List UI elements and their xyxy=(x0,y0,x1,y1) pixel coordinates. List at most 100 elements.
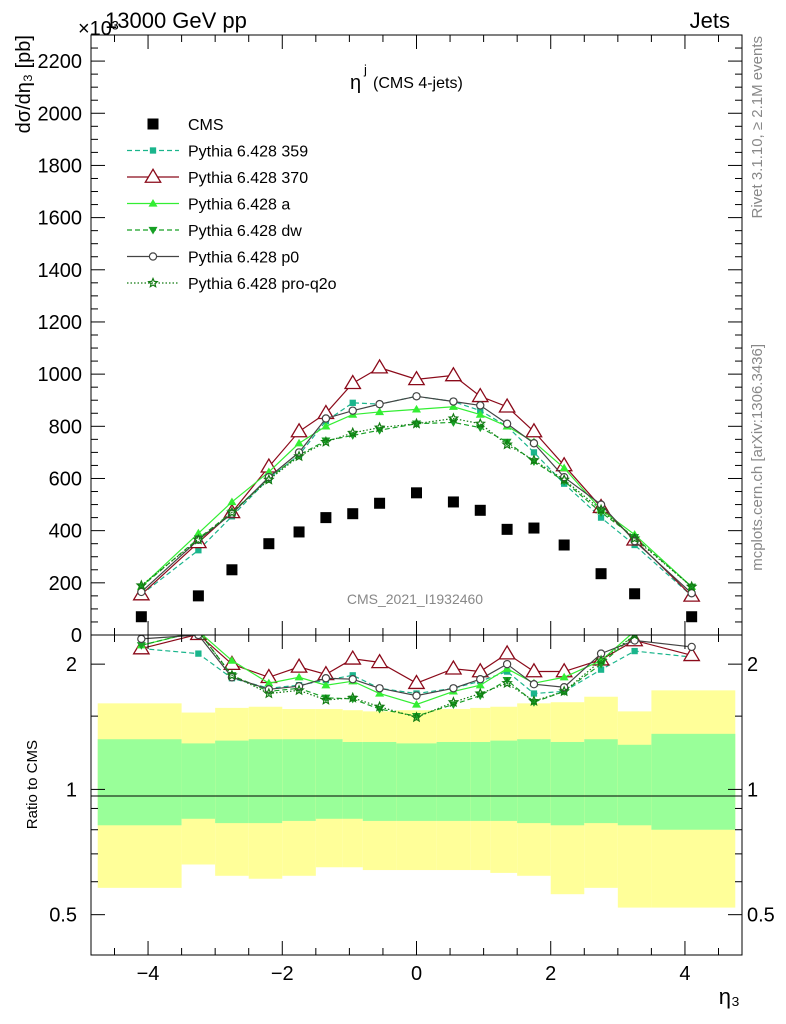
point-pythia-6-428-a xyxy=(375,407,385,416)
legend-label: Pythia 6.428 a xyxy=(188,197,290,214)
legend-marker xyxy=(147,118,159,130)
x-tick-label: 0 xyxy=(411,963,422,985)
ratio-inner-band-bin xyxy=(490,740,518,821)
legend-marker xyxy=(147,276,159,288)
ratio-y-tick-label-right: 2 xyxy=(747,654,758,676)
ratio-point-pythia-6-428-370 xyxy=(525,662,543,678)
y-tick-label: 400 xyxy=(49,521,82,543)
ratio-inner-band-bin xyxy=(436,741,471,821)
point-pythia-6-428-a xyxy=(193,528,203,537)
point-pythia-6-428-370 xyxy=(498,397,516,413)
y-tick-label: 600 xyxy=(49,468,82,490)
ratio-point-pythia-6-428-dw xyxy=(502,677,512,685)
point-pythia-6-428-pro-q2o xyxy=(558,473,570,485)
ratio-y-axis-label: Ratio to CMS xyxy=(24,740,41,829)
ratio-point-pythia-6-428-a xyxy=(630,627,639,635)
ratio-point-pythia-6-428-p0 xyxy=(412,691,421,700)
legend-entry-pythia-6-428-370: Pythia 6.428 370 xyxy=(127,168,308,187)
title-superscript: j xyxy=(363,62,367,77)
x-tick-label: 4 xyxy=(679,963,690,985)
ratio-point-pythia-6-428-a xyxy=(321,680,331,689)
series-line-pythia-6-428-359 xyxy=(140,395,693,597)
ratio-point-pythia-6-428-pro-q2o xyxy=(447,696,460,708)
ratio-inner-band-bin xyxy=(470,741,491,821)
ratio-point-pythia-6-428-pro-q2o xyxy=(410,711,423,723)
y-tick-label: 800 xyxy=(49,416,82,438)
point-cms xyxy=(595,568,607,580)
title-symbol: η xyxy=(350,72,361,94)
legend-label: Pythia 6.428 370 xyxy=(188,170,308,187)
legend-label: Pythia 6.428 359 xyxy=(188,144,308,161)
ratio-point-pythia-6-428-a xyxy=(375,689,385,697)
ratio-point-pythia-6-428-a xyxy=(227,656,237,664)
ratio-point-pythia-6-428-p0 xyxy=(687,642,696,652)
ratio-point-pythia-6-428-370 xyxy=(407,674,426,690)
ratio-point-pythia-6-428-p0 xyxy=(348,675,357,684)
legend-entry-pythia-6-428-359: Pythia 6.428 359 xyxy=(127,144,308,161)
process-label: 13000 GeV pp xyxy=(105,8,247,33)
ratio-point-pythia-6-428-pro-q2o xyxy=(631,635,639,640)
ratio-point-pythia-6-428-p0 xyxy=(502,659,512,669)
ratio-point-pythia-6-428-pro-q2o xyxy=(595,654,607,666)
point-pythia-6-428-pro-q2o xyxy=(501,438,513,450)
legend-entry-cms: CMS xyxy=(147,117,224,134)
ratio-point-pythia-6-428-370 xyxy=(444,659,463,675)
y-tick-label: 1600 xyxy=(38,208,83,230)
point-cms xyxy=(411,487,422,499)
category-label: Jets xyxy=(690,8,730,33)
ratio-point-pythia-6-428-pro-q2o xyxy=(293,684,305,696)
ratio-point-pythia-6-428-359 xyxy=(195,650,202,657)
point-pythia-6-428-pro-q2o xyxy=(474,417,487,429)
ratio-inner-band-bin xyxy=(617,744,652,826)
ratio-point-pythia-6-428-370 xyxy=(498,644,516,660)
x-tick-label: −2 xyxy=(271,963,294,985)
point-pythia-6-428-dw xyxy=(321,437,331,446)
point-pythia-6-428-370 xyxy=(370,358,389,374)
point-pythia-6-428-370 xyxy=(343,374,362,390)
y-tick-label: 200 xyxy=(49,573,82,595)
ratio-y-tick-label: 0.5 xyxy=(49,905,77,927)
point-pythia-6-428-p0 xyxy=(412,392,421,401)
ratio-series-pythia-6-428-p0 xyxy=(137,635,696,700)
ratio-point-pythia-6-428-pro-q2o xyxy=(226,669,238,681)
ratio-point-pythia-6-428-pro-q2o xyxy=(263,687,275,699)
ratio-point-pythia-6-428-a xyxy=(412,699,421,708)
point-cms xyxy=(629,588,641,600)
ratio-inner-band-bin xyxy=(215,740,249,824)
point-pythia-6-428-370 xyxy=(290,422,308,438)
mcplots-label: mcplots.cern.ch [arXiv:1306.3436] xyxy=(749,344,766,571)
point-pythia-6-428-a xyxy=(475,410,485,418)
point-pythia-6-428-pro-q2o xyxy=(226,506,238,518)
series-line-pythia-6-428-pro-q2o xyxy=(140,417,693,588)
point-pythia-6-428-p0 xyxy=(449,397,458,406)
series-line-pythia-6-428-370 xyxy=(140,366,693,597)
point-pythia-6-428-pro-q2o xyxy=(373,421,386,433)
ratio-inner-band-bin xyxy=(362,741,397,821)
ratio-point-pythia-6-428-p0 xyxy=(449,684,458,693)
point-cms xyxy=(474,504,486,516)
legend-marker xyxy=(144,168,162,183)
point-pythia-6-428-p0 xyxy=(502,419,512,428)
point-pythia-6-428-pro-q2o xyxy=(628,532,641,544)
point-pythia-6-428-dw xyxy=(502,438,512,447)
ratio-point-pythia-6-428-pro-q2o xyxy=(320,693,332,705)
point-cms xyxy=(501,523,513,535)
point-cms xyxy=(135,611,147,623)
point-pythia-6-428-p0 xyxy=(687,589,696,598)
y-tick-label: 1800 xyxy=(38,155,83,177)
point-cms xyxy=(447,496,459,508)
ratio-point-pythia-6-428-dw xyxy=(412,712,421,721)
ratio-point-pythia-6-428-pro-q2o xyxy=(346,691,359,703)
ratio-point-pythia-6-428-p0 xyxy=(321,674,331,683)
ratio-point-pythia-6-428-a xyxy=(194,627,203,635)
point-pythia-6-428-359 xyxy=(597,514,605,521)
point-pythia-6-428-pro-q2o xyxy=(263,473,275,485)
ratio-inner-band-bin xyxy=(396,743,437,821)
ratio-inner-band-bin xyxy=(181,743,216,819)
ratio-uncertainty-bands xyxy=(97,690,736,908)
point-pythia-6-428-p0 xyxy=(476,401,485,410)
ratio-series-group xyxy=(132,627,701,723)
ratio-point-pythia-6-428-370 xyxy=(290,657,308,673)
ratio-y-tick-label-right: 1 xyxy=(747,779,758,801)
